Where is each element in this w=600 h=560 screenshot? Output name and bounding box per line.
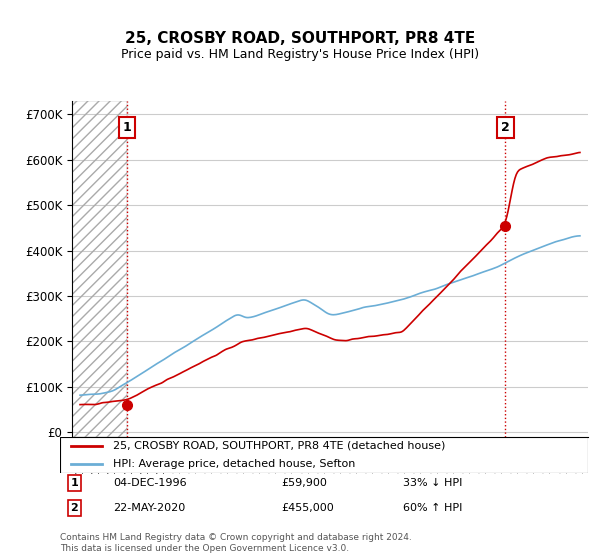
Text: £59,900: £59,900 [282, 478, 328, 488]
Bar [72, 101, 127, 437]
Text: HPI: Average price, detached house, Sefton: HPI: Average price, detached house, Seft… [113, 459, 355, 469]
FancyBboxPatch shape [60, 437, 588, 473]
Text: 1: 1 [123, 121, 131, 134]
Text: £455,000: £455,000 [282, 503, 335, 513]
Text: 04-DEC-1996: 04-DEC-1996 [113, 478, 187, 488]
Text: 2: 2 [71, 503, 79, 513]
Bar [72, 101, 127, 437]
Text: 25, CROSBY ROAD, SOUTHPORT, PR8 4TE: 25, CROSBY ROAD, SOUTHPORT, PR8 4TE [125, 31, 475, 46]
Text: 25, CROSBY ROAD, SOUTHPORT, PR8 4TE (detached house): 25, CROSBY ROAD, SOUTHPORT, PR8 4TE (det… [113, 441, 445, 451]
Text: 1: 1 [71, 478, 79, 488]
Text: Contains HM Land Registry data © Crown copyright and database right 2024.
This d: Contains HM Land Registry data © Crown c… [60, 533, 412, 553]
Text: 33% ↓ HPI: 33% ↓ HPI [403, 478, 463, 488]
Text: 2: 2 [501, 121, 510, 134]
Text: 22-MAY-2020: 22-MAY-2020 [113, 503, 185, 513]
Text: 60% ↑ HPI: 60% ↑ HPI [403, 503, 463, 513]
Text: Price paid vs. HM Land Registry's House Price Index (HPI): Price paid vs. HM Land Registry's House … [121, 48, 479, 60]
